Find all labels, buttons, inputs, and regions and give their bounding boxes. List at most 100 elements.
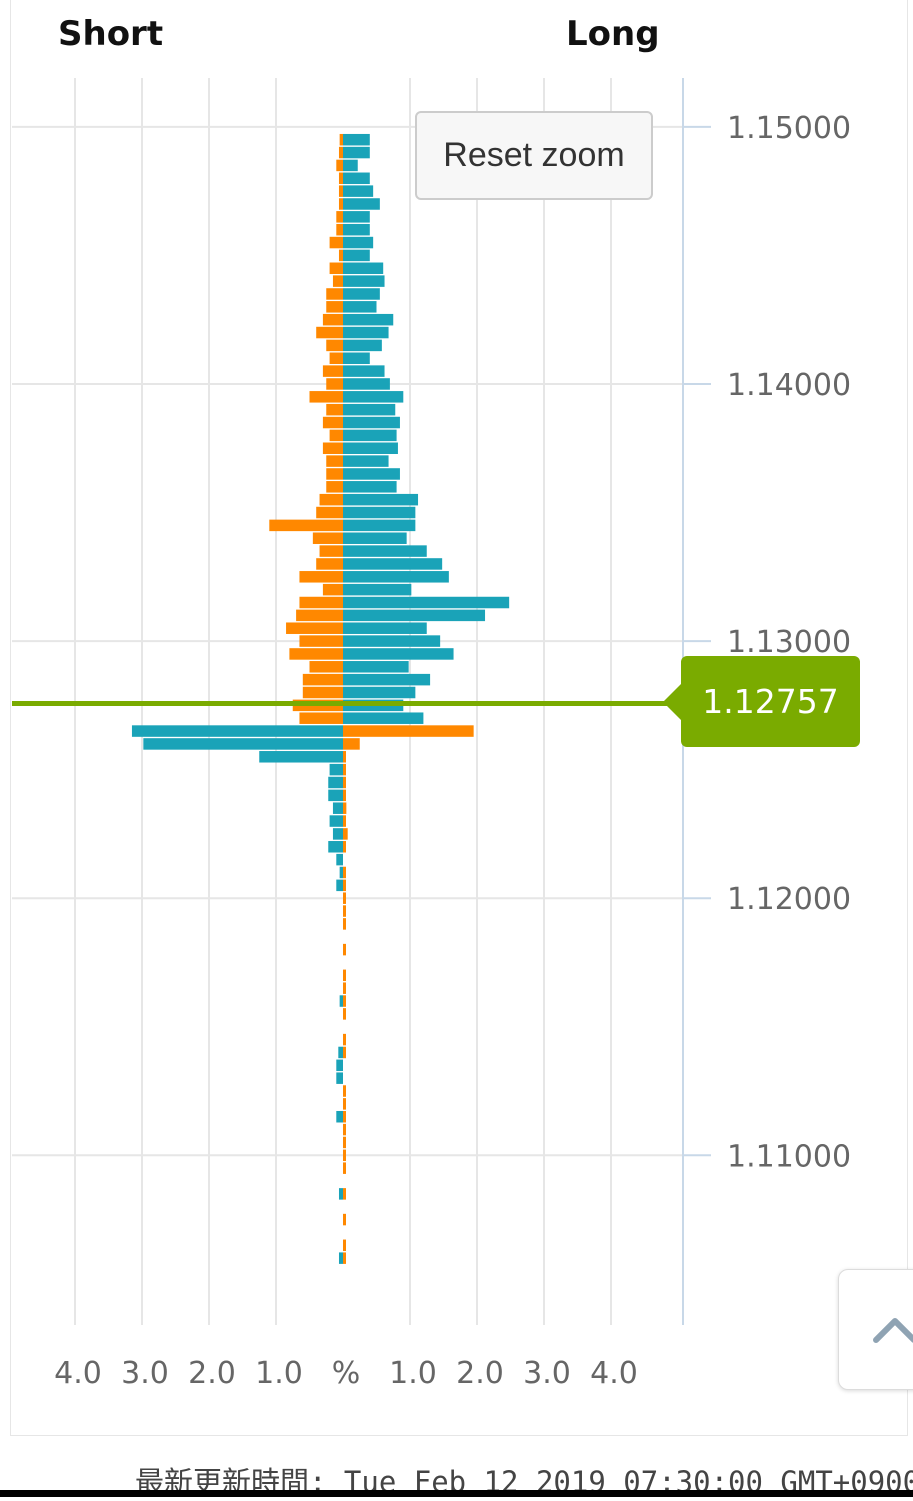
- short-bar: [343, 725, 474, 737]
- scroll-to-top-button[interactable]: [838, 1269, 913, 1390]
- short-bar: [338, 198, 343, 210]
- long-bar: [343, 391, 404, 403]
- long-bar: [343, 493, 419, 506]
- long-bar: [343, 339, 382, 352]
- short-bar: [343, 1188, 346, 1200]
- short-bar: [289, 648, 343, 660]
- short-bar: [309, 391, 343, 403]
- x-tick-label: 4.0: [54, 1356, 102, 1391]
- long-bar: [328, 841, 343, 853]
- chart-frame: [10, 0, 908, 1436]
- y-tick-label: 1.15000: [727, 111, 851, 146]
- long-bar: [343, 532, 407, 544]
- short-bar: [338, 146, 343, 159]
- short-bar: [338, 249, 343, 262]
- long-bar: [339, 995, 343, 1007]
- short-bar: [343, 918, 346, 930]
- long-bar: [343, 211, 370, 223]
- short-bar: [343, 1136, 346, 1149]
- long-bar: [338, 1252, 343, 1264]
- short-bar: [343, 1046, 346, 1059]
- y-tick-label: 1.14000: [727, 368, 851, 403]
- short-bar: [343, 879, 346, 892]
- short-bar: [343, 776, 346, 789]
- short-bar: [343, 982, 346, 994]
- long-bar: [343, 455, 389, 467]
- short-bar: [332, 275, 343, 287]
- long-bar: [343, 133, 370, 146]
- short-bar: [299, 635, 343, 647]
- short-bar: [329, 236, 343, 249]
- long-bar: [343, 673, 431, 686]
- short-bar: [343, 1162, 346, 1174]
- reset-zoom-button[interactable]: Reset zoom: [415, 111, 653, 200]
- short-bar: [343, 841, 346, 853]
- short-bar: [322, 442, 343, 454]
- short-label: Short: [58, 14, 164, 54]
- short-bar: [343, 866, 346, 879]
- short-bar: [338, 185, 343, 197]
- short-bar: [336, 211, 343, 223]
- short-bar: [326, 378, 343, 390]
- long-bar: [343, 648, 454, 660]
- long-bar: [343, 301, 377, 313]
- long-bar: [336, 1110, 343, 1123]
- x-tick-label: 3.0: [523, 1356, 571, 1391]
- long-bar: [343, 558, 443, 570]
- long-bar: [332, 828, 343, 840]
- short-bar: [302, 686, 343, 699]
- x-tick-label: 2.0: [188, 1356, 236, 1391]
- long-bar: [343, 326, 389, 339]
- short-bar: [343, 751, 346, 763]
- long-bar: [339, 866, 343, 879]
- long-bar: [343, 236, 374, 249]
- short-bar: [343, 828, 348, 840]
- short-bar: [343, 789, 346, 802]
- y-tick-label: 1.12000: [727, 882, 851, 917]
- short-bar: [316, 558, 343, 570]
- short-bar: [343, 1239, 346, 1252]
- long-bar: [343, 609, 486, 622]
- short-bar: [343, 802, 347, 814]
- long-bar: [343, 429, 397, 442]
- long-bar: [332, 802, 343, 814]
- short-bar: [343, 943, 346, 956]
- x-tick-label: %: [332, 1356, 361, 1391]
- short-bar: [319, 545, 343, 557]
- short-bar: [343, 815, 346, 827]
- short-bar: [338, 172, 343, 185]
- long-bar: [343, 596, 510, 609]
- short-bar: [343, 892, 346, 904]
- x-tick-label: 1.0: [255, 1356, 303, 1391]
- long-bar: [343, 223, 370, 236]
- long-bar: [343, 403, 396, 416]
- long-bar: [343, 198, 380, 210]
- short-bar: [296, 609, 343, 622]
- short-bar: [329, 352, 343, 365]
- short-bar: [322, 313, 343, 326]
- long-bar: [336, 1059, 343, 1072]
- short-bar: [336, 223, 343, 236]
- short-bar: [326, 301, 343, 313]
- long-bar: [336, 1072, 343, 1084]
- short-bar: [343, 1123, 346, 1136]
- long-bar: [343, 468, 400, 480]
- long-bar: [329, 815, 343, 827]
- long-bar: [259, 751, 343, 763]
- long-bar: [328, 789, 343, 802]
- short-bar: [299, 596, 343, 609]
- short-bar: [322, 416, 343, 429]
- short-bar: [286, 622, 343, 634]
- short-bar: [309, 661, 343, 673]
- short-bar: [336, 159, 343, 172]
- long-bar: [343, 365, 385, 377]
- short-bar: [326, 339, 343, 352]
- short-bar: [326, 455, 343, 467]
- long-bar: [343, 352, 370, 365]
- short-bar: [326, 481, 343, 493]
- long-bar: [343, 686, 416, 699]
- order-book-chart: 1.15000 1.14000 1.13000 1.12000 1.11000 4.0 3.…: [12, 78, 851, 1391]
- long-bar: [343, 661, 409, 673]
- long-bar: [343, 185, 374, 197]
- x-tick-label: 1.0: [389, 1356, 437, 1391]
